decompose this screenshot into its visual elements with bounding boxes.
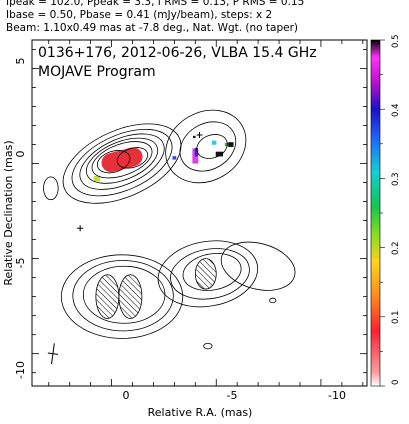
color-patch-8 — [228, 142, 234, 147]
contour-7 — [165, 109, 247, 184]
contour-0 — [62, 123, 182, 204]
y-tick-label-1: 0 — [14, 151, 27, 158]
color-patch-5 — [211, 140, 217, 145]
header-line-1: Ipeak = 102.0, Ppeak = 3.3, I RMS = 0.13… — [6, 0, 305, 8]
colorbar-tick-2: 0.2 — [391, 241, 401, 255]
contour-3 — [85, 137, 159, 184]
header-line-3: Beam: 1.10x0.49 mas at -7.8 deg., Nat. W… — [6, 22, 299, 34]
y-tick-label-3: -10 — [14, 361, 27, 379]
contour-11 — [60, 254, 184, 339]
x-tick-label-0: 0 — [123, 389, 130, 402]
color-patch-0 — [101, 147, 143, 173]
contour-4 — [91, 141, 153, 179]
contour-1 — [71, 128, 173, 197]
colorbar-tick-5: 0.5 — [391, 34, 401, 48]
marker-1 — [196, 132, 203, 139]
color-patch-9 — [193, 135, 196, 139]
polarization-color-layer — [93, 135, 234, 182]
intensity-contour-layer — [43, 109, 296, 350]
hatched-blob-0 — [95, 274, 120, 319]
contour-18 — [203, 342, 213, 350]
marker-layer — [47, 132, 203, 365]
contour-16 — [182, 253, 242, 291]
y-tick-label-0: 5 — [14, 58, 27, 65]
contour-5 — [97, 150, 131, 174]
contour-8 — [179, 121, 237, 172]
colorbar — [370, 39, 381, 387]
y-tick-label-2: -5 — [14, 258, 27, 269]
marker-0 — [77, 225, 84, 232]
chart-subtitle: MOJAVE Program — [38, 64, 156, 80]
color-patch-7 — [224, 142, 229, 147]
hatched-blob-1 — [118, 274, 143, 319]
contour-17 — [220, 241, 296, 291]
colorbar-tick-0: 0 — [391, 380, 401, 385]
contour-19 — [269, 297, 277, 304]
color-patch-6 — [215, 151, 224, 157]
plot-frame — [31, 39, 368, 387]
y-axis-label: Relative Declination (mas) — [2, 140, 15, 285]
color-patch-1 — [93, 175, 101, 182]
beam-cross — [47, 343, 59, 365]
contour-6 — [116, 147, 149, 169]
contour-9 — [196, 134, 228, 159]
hatched-region-layer — [95, 258, 217, 319]
x-tick-label-1: -5 — [227, 389, 238, 402]
color-patch-2 — [172, 156, 177, 160]
x-axis-label: Relative R.A. (mas) — [148, 406, 253, 419]
contour-15 — [170, 248, 250, 300]
beam-minor-axis — [47, 352, 59, 355]
colorbar-tick-4: 0.4 — [391, 103, 401, 117]
contour-10 — [43, 176, 59, 201]
colorbar-tick-3: 0.3 — [391, 172, 401, 186]
header-line-2: Ibase = 0.50, Pbase = 0.41 (mJy/beam), s… — [6, 9, 273, 21]
contour-12 — [72, 260, 174, 332]
x-tick-label-2: -10 — [328, 389, 346, 402]
chart-title: 0136+176, 2012-06-26, VLBA 15.4 GHz — [38, 45, 317, 61]
color-patch-4 — [194, 147, 198, 157]
colorbar-tick-1: 0.1 — [391, 310, 401, 324]
contour-2 — [79, 133, 165, 190]
hatched-blob-2 — [194, 258, 217, 290]
axis-ticks — [32, 40, 367, 386]
contour-14 — [157, 240, 259, 308]
